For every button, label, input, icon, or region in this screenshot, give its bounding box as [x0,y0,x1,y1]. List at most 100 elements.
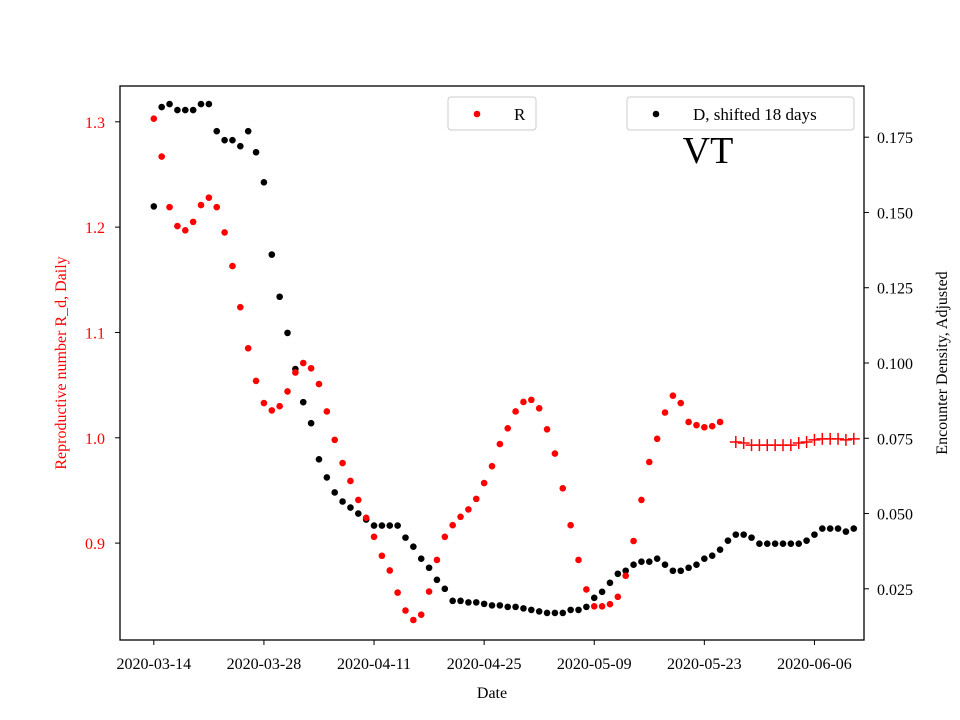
data-point-d [685,564,692,572]
data-point-r [355,496,362,504]
data-point-r [449,521,456,529]
data-point-d [732,531,740,538]
data-point-d [339,498,346,505]
data-point-d [763,540,771,547]
data-point-r [606,600,614,608]
data-point-d [433,576,441,584]
data-point-r [457,513,464,521]
y-left-tick-label: 1.3 [85,115,105,132]
data-point-d [803,537,810,544]
data-point-r [567,521,574,529]
data-point-r-projected [792,437,805,450]
data-point-r [150,115,158,122]
data-point-r-projected [800,435,813,448]
series-d-marks [150,100,858,617]
data-point-r [480,479,488,487]
data-point-r [315,380,323,388]
data-point-r [669,392,677,399]
data-point-d [221,136,228,144]
x-tick-label: 2020-04-11 [337,656,411,673]
data-point-d [205,100,213,108]
data-point-d [575,606,582,614]
y-left-tick-label: 1.1 [85,325,105,342]
data-point-d [402,534,409,541]
data-point-d [535,608,543,615]
legend-d-label: D, shifted 18 days [693,105,817,124]
data-point-d [386,522,394,529]
data-point-r-projected [737,437,750,450]
data-point-d [669,567,677,575]
legend-r-box [447,96,537,131]
data-point-d [543,609,551,617]
legend-r-label: R [514,105,526,124]
data-point-r [575,556,582,564]
data-point-r [638,496,645,504]
data-point-d [724,537,732,544]
data-point-d [252,148,260,156]
data-point-r [583,586,590,593]
data-point-d [708,552,716,559]
data-point-d [645,558,653,566]
data-point-d [653,555,661,563]
data-point-r [174,222,181,230]
data-point-d [559,609,567,617]
y-left-axis-label: Reproductive number R_d, Daily [53,256,70,469]
data-point-d [520,605,527,612]
data-point-d [693,561,700,569]
data-point-r [425,588,433,595]
data-point-d [472,599,480,606]
data-point-d [638,558,645,566]
legend-r: R [447,96,537,131]
y-right-tick-label: 0.025 [877,582,913,599]
data-point-d [347,504,354,511]
data-point-d [826,525,834,532]
data-point-r [197,201,205,209]
data-point-d [244,127,252,135]
data-point-d [740,531,747,538]
data-point-r [708,422,716,430]
data-point-r [276,402,283,410]
data-point-d [213,127,221,135]
data-point-r [237,303,244,311]
data-point-r [205,194,213,201]
legend-d-box [626,96,855,131]
data-point-d [567,606,574,614]
data-point-d [189,106,197,114]
data-point-d [417,555,425,563]
data-point-d [158,103,165,111]
x-tick-label: 2020-05-09 [557,656,632,673]
data-point-d [394,522,401,529]
data-point-r [512,408,519,415]
data-point-d [504,603,512,611]
data-point-r [622,572,629,580]
data-point-r [299,359,307,367]
data-point-d [748,534,755,541]
y-left-tick-label: 1.2 [85,220,105,237]
data-point-r [630,537,637,545]
y-right-tick-label: 0.075 [877,431,913,448]
data-point-r [323,408,331,415]
data-point-r [653,435,661,443]
data-point-r [252,377,260,385]
legend-r-marker [473,110,481,118]
data-point-d [378,522,386,529]
data-point-d [197,100,205,108]
y-left-tick-label: 1.0 [85,431,105,448]
data-point-r [268,407,276,414]
data-point-r [417,611,425,619]
data-point-r [433,556,441,564]
data-point-d [268,251,276,258]
data-point-r [465,506,472,513]
data-point-r [221,229,228,236]
data-point-r [410,616,417,624]
legend-d: D, shifted 18 days [626,96,855,131]
data-point-r [378,552,386,560]
data-point-r [488,462,496,470]
data-point-d [315,456,323,463]
data-point-r [362,514,370,522]
data-point-r [189,218,197,226]
data-point-d [850,525,858,532]
data-point-d [457,597,464,605]
data-point-r-projected [808,433,821,446]
x-tick-label: 2020-06-06 [777,656,852,673]
